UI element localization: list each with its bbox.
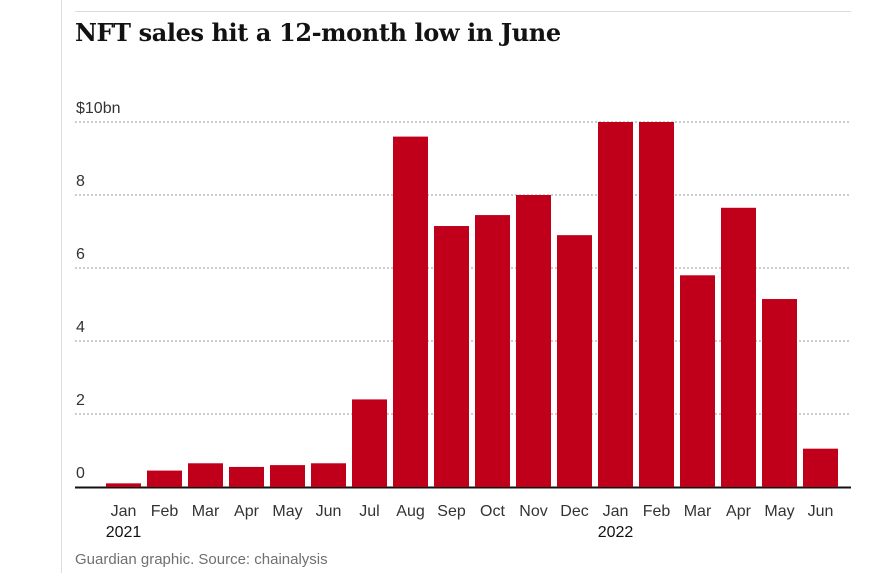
x-tick-label: Jun bbox=[808, 503, 834, 520]
bar bbox=[475, 215, 510, 487]
x-tick-label: Apr bbox=[726, 503, 752, 520]
bar bbox=[680, 275, 715, 487]
top-divider bbox=[75, 11, 851, 12]
y-tick-label: 2 bbox=[76, 392, 85, 409]
x-tick-label: Dec bbox=[560, 503, 588, 520]
left-divider bbox=[61, 0, 62, 573]
chart-title: NFT sales hit a 12-month low in June bbox=[75, 18, 561, 47]
bar bbox=[639, 122, 674, 487]
x-axis-labels: Jan Feb Mar Apr May Jun Jul Aug Sep Oct Nov Dec Jan F… bbox=[106, 503, 834, 541]
x-tick-label: Mar bbox=[684, 503, 712, 520]
y-tick-label: 0 bbox=[76, 465, 85, 482]
x-tick-label: Oct bbox=[480, 503, 505, 520]
x-tick-label: Jan bbox=[111, 503, 137, 520]
bar bbox=[352, 399, 387, 487]
x-tick-label: Feb bbox=[643, 503, 671, 520]
x-tick-label: May bbox=[272, 503, 302, 520]
year-label: 2022 bbox=[598, 524, 634, 541]
bar bbox=[598, 122, 633, 487]
bar bbox=[393, 136, 428, 487]
bar bbox=[721, 207, 756, 487]
x-tick-label: Jul bbox=[359, 503, 379, 520]
y-tick-label: 8 bbox=[76, 173, 85, 190]
x-tick-label: Jun bbox=[316, 503, 342, 520]
source-note: Guardian graphic. Source: chainalysis bbox=[75, 551, 328, 568]
x-tick-label: Mar bbox=[192, 503, 220, 520]
year-label: 2021 bbox=[106, 524, 142, 541]
y-axis-ticks: 0 2 4 6 8 $10bn bbox=[76, 100, 121, 482]
x-tick-label: Jan bbox=[603, 503, 629, 520]
bar bbox=[516, 195, 551, 487]
y-tick-label: 4 bbox=[76, 319, 85, 336]
x-tick-label: May bbox=[764, 503, 794, 520]
x-tick-label: Sep bbox=[437, 503, 466, 520]
bar bbox=[311, 463, 346, 487]
x-tick-label: Aug bbox=[396, 503, 424, 520]
bar bbox=[434, 226, 469, 487]
bar bbox=[270, 465, 305, 487]
bar bbox=[557, 235, 592, 487]
y-tick-label: 6 bbox=[76, 246, 85, 263]
x-tick-label: Nov bbox=[519, 503, 547, 520]
x-tick-label: Feb bbox=[151, 503, 179, 520]
bars bbox=[106, 122, 838, 487]
bar bbox=[147, 470, 182, 487]
x-tick-label: Apr bbox=[234, 503, 260, 520]
bar bbox=[762, 299, 797, 487]
bar bbox=[106, 483, 141, 487]
bar bbox=[229, 466, 264, 487]
bar bbox=[188, 463, 223, 487]
y-tick-label: $10bn bbox=[76, 100, 121, 117]
bar bbox=[803, 448, 838, 487]
